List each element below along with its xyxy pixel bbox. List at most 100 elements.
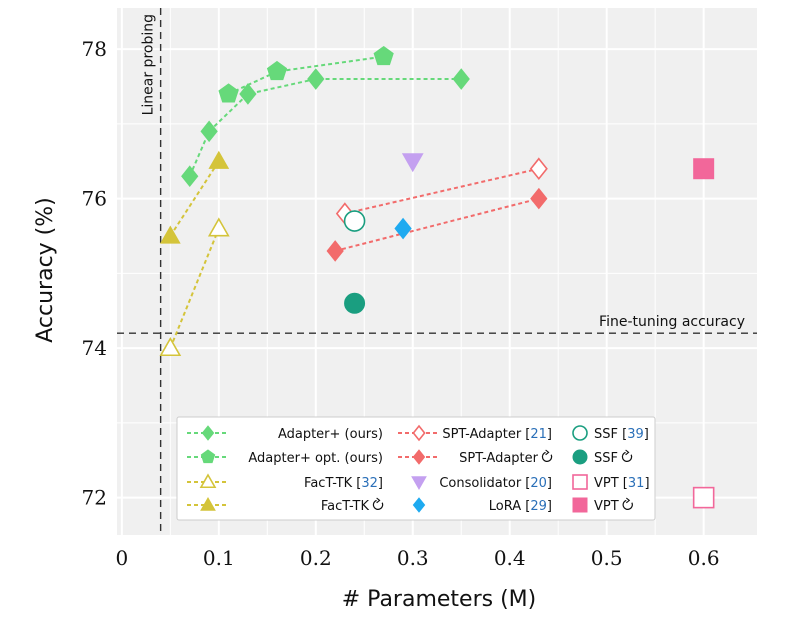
legend-citation: 20 <box>530 476 547 491</box>
legend-item: Adapter+ opt. (ours) <box>187 449 383 466</box>
legend-name: FacT-TK [ <box>304 476 361 491</box>
legend-name: Consolidator [ <box>439 476 530 491</box>
x-tick-label: 0.5 <box>591 546 623 570</box>
x-tick-label: 0 <box>115 546 128 570</box>
fine-tuning-label: Fine-tuning accuracy <box>599 314 745 330</box>
x-tick-label: 0.2 <box>300 546 332 570</box>
legend-item: LoRA [29] <box>412 497 552 514</box>
legend-item: SPT-Adapter <box>398 449 553 466</box>
data-point <box>401 153 424 173</box>
legend-marker <box>412 424 426 442</box>
legend-item: SSF [39] <box>572 425 649 442</box>
series-line <box>334 197 540 252</box>
y-axis-title: Accuracy (%) <box>33 197 58 343</box>
series-line <box>344 167 540 215</box>
legend-label: Adapter+ (ours) <box>278 427 383 442</box>
data-point <box>529 157 548 180</box>
legend-label: FacT-TK [32] <box>304 476 383 491</box>
legend-name: LoRA [ <box>489 499 531 514</box>
legend-box <box>176 416 656 521</box>
data-point <box>343 210 366 232</box>
data-point <box>207 217 230 237</box>
legend-citation: 21 <box>530 427 547 442</box>
linear-probing-label: Linear probing <box>141 14 157 115</box>
legend-name: VPT <box>594 499 619 514</box>
x-tick-label: 0.6 <box>688 546 720 570</box>
y-tick-labels: 72 74 76 78 <box>82 37 107 510</box>
legend-label: LoRA [29] <box>489 499 552 514</box>
legend-citation: 31 <box>628 476 645 491</box>
legend-item: VPT <box>572 497 633 514</box>
legend-label: SPT-Adapter [21] <box>442 427 552 442</box>
legend-bracket: ] <box>378 476 383 491</box>
legend-label: VPT <box>594 499 619 514</box>
legend-bracket: ] <box>644 476 649 491</box>
legend-name: Adapter+ (ours) <box>278 427 383 442</box>
legend-label: SSF <box>594 451 618 466</box>
legend-item: FacT-TK [32] <box>187 473 383 491</box>
data-point <box>266 60 288 81</box>
legend-marker <box>572 449 588 465</box>
legend-name: SSF [ <box>594 427 627 442</box>
series-line <box>188 78 462 177</box>
legend-citation: 29 <box>530 499 547 514</box>
data-point <box>326 240 344 262</box>
series-line <box>169 160 220 237</box>
data-point <box>452 68 470 90</box>
data-point <box>218 83 239 103</box>
series-line <box>169 228 220 349</box>
legend-marker <box>572 497 588 513</box>
refresh-icon <box>622 497 633 510</box>
x-tick-label: 0.4 <box>494 546 526 570</box>
legend-name: VPT [ <box>594 476 628 491</box>
series-lines <box>169 55 540 349</box>
legend-marker <box>199 473 217 489</box>
legend-marker <box>412 449 426 465</box>
legend-marker <box>201 425 215 441</box>
legend-label: Adapter+ opt. (ours) <box>248 451 383 466</box>
data-point <box>159 225 181 244</box>
y-tick-label: 76 <box>82 187 107 211</box>
legend-name: SPT-Adapter <box>459 451 538 466</box>
data-point <box>692 486 715 509</box>
reference-lines: Linear probing Fine-tuning accuracy <box>117 8 757 535</box>
data-point <box>530 187 548 210</box>
legend-item: SSF <box>572 449 633 466</box>
legend-bracket: ] <box>547 427 552 442</box>
y-tick-label: 78 <box>82 37 107 61</box>
legend: Adapter+ (ours) Adapter+ opt. (ours) FacT-… <box>176 416 656 521</box>
legend-item: SPT-Adapter [21] <box>398 424 552 442</box>
legend-bracket: ] <box>547 476 552 491</box>
legend-marker <box>412 497 426 513</box>
legend-citation: 39 <box>627 427 644 442</box>
legend-marker <box>411 476 427 491</box>
legend-label: VPT [31] <box>594 476 650 491</box>
x-tick-label: 0.3 <box>397 546 429 570</box>
legend-citation: 32 <box>361 476 378 491</box>
x-tick-label: 0.1 <box>203 546 235 570</box>
data-point <box>307 68 325 90</box>
data-point <box>693 158 715 180</box>
y-tick-label: 72 <box>82 486 107 510</box>
x-axis-title: # Parameters (M) <box>342 587 537 612</box>
legend-bracket: ] <box>644 427 649 442</box>
data-point <box>181 165 199 187</box>
data-point <box>239 83 257 105</box>
data-point <box>159 337 182 357</box>
legend-name: Adapter+ opt. (ours) <box>248 451 383 466</box>
refresh-icon <box>621 449 633 462</box>
legend-item: FacT-TK <box>187 496 384 514</box>
series-line <box>228 55 384 95</box>
data-point <box>208 150 230 169</box>
data-point <box>394 217 412 240</box>
legend-marker <box>572 425 588 441</box>
data-point <box>344 292 366 314</box>
legend-item: Adapter+ (ours) <box>187 425 383 442</box>
legend-label: SPT-Adapter <box>459 451 538 466</box>
legend-name: SSF <box>594 451 618 466</box>
refresh-icon <box>372 497 384 510</box>
legend-item: VPT [31] <box>572 474 650 491</box>
data-point <box>200 120 218 143</box>
refresh-icon <box>541 449 553 462</box>
